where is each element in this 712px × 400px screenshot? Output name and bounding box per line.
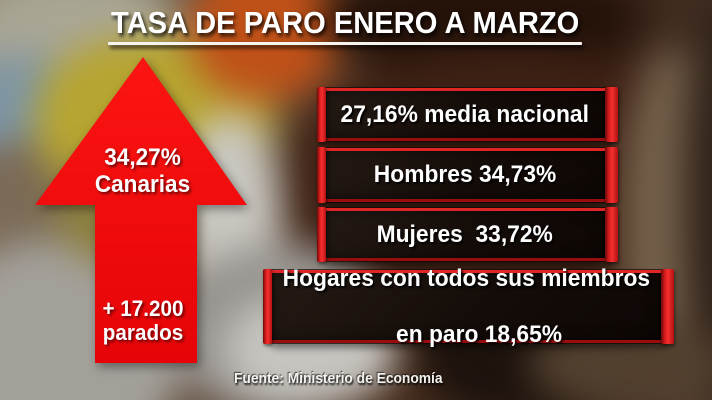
stat-box-hogares: Hogares con todos sus miembros en paro 1…	[263, 265, 674, 348]
hogares-line1: Hogares con todos sus miembros	[282, 264, 650, 292]
stat-box-media-nacional: 27,16% media nacional	[317, 87, 618, 142]
stat-text-mujeres: Mujeres 33,72%	[376, 220, 554, 248]
bg-blob	[190, 0, 340, 100]
delta-label: parados	[102, 320, 184, 345]
delta-value: + 17.200	[102, 296, 184, 321]
title-text: TASA DE PARO ENERO A MARZO	[107, 6, 583, 45]
stat-box-hombres: Hombres 34,73%	[317, 147, 618, 203]
canarias-rate: 34,27%	[104, 144, 181, 171]
hogares-line2: en paro 18,65%	[395, 320, 562, 348]
stat-text-media-nacional: 27,16% media nacional	[340, 100, 590, 128]
stat-box-mujeres: Mujeres 33,72%	[317, 207, 618, 262]
arrow-value-label: 34,27% Canarias	[35, 144, 250, 198]
arrow-delta-label: + 17.200 parados	[82, 297, 204, 345]
stat-text-hombres: Hombres 34,73%	[373, 161, 557, 188]
source-caption: Fuente: Ministerio de Economía	[234, 370, 443, 387]
canarias-label: Canarias	[94, 171, 191, 198]
stat-text-hogares: Hogares con todos sus miembros en paro 1…	[282, 265, 649, 349]
page-title: TASA DE PARO ENERO A MARZO	[0, 6, 690, 45]
